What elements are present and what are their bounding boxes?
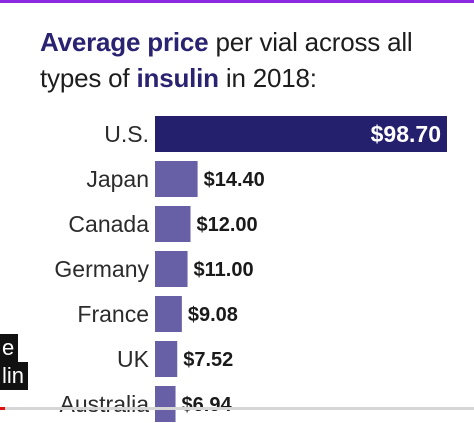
category-label: U.S. [104,121,149,147]
top-accent-rule [0,0,474,3]
title-bold-average-price: Average price [40,27,209,57]
category-label: UK [117,346,150,372]
bar-uk [155,341,178,377]
category-label: Germany [54,256,149,282]
title-text-2: in 2018: [218,63,317,93]
value-label: $7.52 [183,349,233,371]
subtitle-caption-line-2: lin [0,362,29,390]
value-label: $14.40 [204,169,265,191]
subtitle-caption-line-1: e [0,334,19,362]
bar-germany [155,251,188,287]
title-bold-insulin: insulin [136,63,219,93]
value-label: $98.70 [371,121,441,147]
chart-title: Average price per vial across all types … [40,24,460,96]
value-label: $12.00 [197,214,258,236]
title-text-1: per vial across all types of [40,27,413,93]
bar-us [155,116,447,152]
video-progress-bar[interactable] [0,407,474,410]
category-label: Australia [60,391,150,417]
bar-france [155,296,182,332]
category-label: Japan [86,166,149,192]
value-label: $11.00 [194,259,254,281]
value-label: $9.08 [188,304,238,326]
category-label: Canada [68,211,149,237]
bar-canada [155,206,191,242]
bar-japan [155,161,198,197]
value-label: $6.94 [182,394,233,416]
video-progress-fill [0,407,5,410]
category-label: France [77,301,149,327]
bar-australia [155,386,176,422]
